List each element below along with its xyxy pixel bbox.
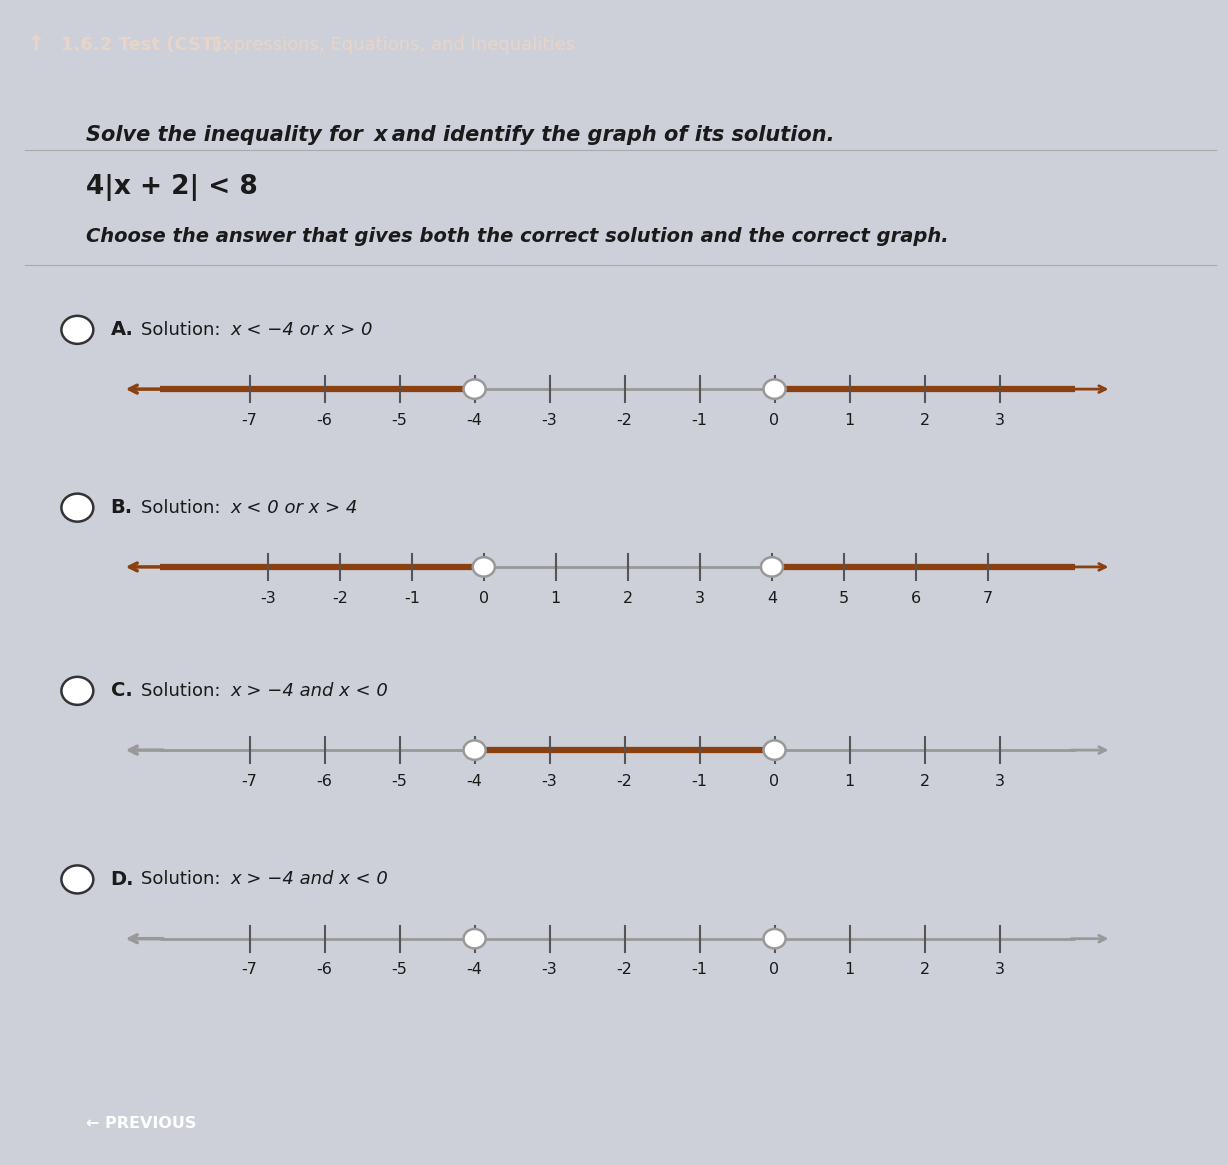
Circle shape bbox=[764, 380, 786, 398]
Text: x > −4 and x < 0: x > −4 and x < 0 bbox=[231, 682, 389, 700]
Text: 2: 2 bbox=[920, 412, 930, 428]
Text: -3: -3 bbox=[542, 774, 558, 789]
Text: Solution:: Solution: bbox=[141, 499, 226, 516]
Text: 1: 1 bbox=[845, 774, 855, 789]
Text: A.: A. bbox=[111, 320, 134, 339]
Circle shape bbox=[463, 929, 485, 948]
Text: 7: 7 bbox=[982, 591, 993, 606]
Circle shape bbox=[61, 866, 93, 894]
Circle shape bbox=[463, 380, 485, 398]
Text: 1.6.2 Test (CST):: 1.6.2 Test (CST): bbox=[61, 36, 230, 55]
Text: -3: -3 bbox=[260, 591, 275, 606]
Circle shape bbox=[61, 494, 93, 522]
Circle shape bbox=[764, 741, 786, 760]
Text: 0: 0 bbox=[479, 591, 489, 606]
Text: -2: -2 bbox=[616, 774, 632, 789]
Text: ↑: ↑ bbox=[27, 35, 45, 56]
Text: 0: 0 bbox=[770, 774, 780, 789]
Text: 4|x + 2| < 8: 4|x + 2| < 8 bbox=[86, 174, 258, 200]
Text: C.: C. bbox=[111, 682, 133, 700]
Text: x < 0 or x > 4: x < 0 or x > 4 bbox=[231, 499, 359, 516]
Text: B.: B. bbox=[111, 499, 133, 517]
Circle shape bbox=[764, 929, 786, 948]
Text: -6: -6 bbox=[317, 412, 333, 428]
Text: -2: -2 bbox=[616, 412, 632, 428]
Text: -4: -4 bbox=[467, 774, 483, 789]
Text: 2: 2 bbox=[920, 962, 930, 977]
Text: -1: -1 bbox=[691, 962, 707, 977]
Text: 1: 1 bbox=[550, 591, 561, 606]
Text: -4: -4 bbox=[467, 412, 483, 428]
Text: -2: -2 bbox=[616, 962, 632, 977]
Text: Solution:: Solution: bbox=[141, 870, 226, 889]
Circle shape bbox=[473, 557, 495, 577]
Text: -3: -3 bbox=[542, 412, 558, 428]
Text: Solve the inequality for  x and identify the graph of its solution.: Solve the inequality for x and identify … bbox=[86, 125, 835, 146]
Text: -1: -1 bbox=[691, 412, 707, 428]
Text: 4: 4 bbox=[766, 591, 777, 606]
Text: Solution:: Solution: bbox=[141, 682, 226, 700]
Text: -7: -7 bbox=[242, 962, 258, 977]
Text: 3: 3 bbox=[695, 591, 705, 606]
Text: 5: 5 bbox=[839, 591, 849, 606]
Text: -6: -6 bbox=[317, 962, 333, 977]
Text: -4: -4 bbox=[467, 962, 483, 977]
Text: -5: -5 bbox=[392, 962, 408, 977]
Text: 3: 3 bbox=[995, 412, 1005, 428]
Text: -5: -5 bbox=[392, 774, 408, 789]
Circle shape bbox=[61, 316, 93, 344]
Text: Choose the answer that gives both the correct solution and the correct graph.: Choose the answer that gives both the co… bbox=[86, 227, 948, 247]
Text: -7: -7 bbox=[242, 774, 258, 789]
Text: ← PREVIOUS: ← PREVIOUS bbox=[86, 1116, 196, 1130]
Text: D.: D. bbox=[111, 870, 134, 889]
Text: Solution:: Solution: bbox=[141, 320, 226, 339]
Text: -6: -6 bbox=[317, 774, 333, 789]
Text: 3: 3 bbox=[995, 774, 1005, 789]
Text: -7: -7 bbox=[242, 412, 258, 428]
Text: x < −4 or x > 0: x < −4 or x > 0 bbox=[231, 320, 373, 339]
Text: 2: 2 bbox=[623, 591, 632, 606]
Text: -1: -1 bbox=[404, 591, 420, 606]
Text: 0: 0 bbox=[770, 962, 780, 977]
Text: 0: 0 bbox=[770, 412, 780, 428]
Circle shape bbox=[61, 677, 93, 705]
Circle shape bbox=[761, 557, 783, 577]
Text: 3: 3 bbox=[995, 962, 1005, 977]
Text: -2: -2 bbox=[332, 591, 348, 606]
Text: -1: -1 bbox=[691, 774, 707, 789]
Circle shape bbox=[463, 741, 485, 760]
Text: Expressions, Equations, and Inequalities: Expressions, Equations, and Inequalities bbox=[206, 36, 576, 55]
Text: x > −4 and x < 0: x > −4 and x < 0 bbox=[231, 870, 389, 889]
Text: 1: 1 bbox=[845, 412, 855, 428]
Text: 1: 1 bbox=[845, 962, 855, 977]
Text: -5: -5 bbox=[392, 412, 408, 428]
Text: 2: 2 bbox=[920, 774, 930, 789]
Text: 6: 6 bbox=[911, 591, 921, 606]
Text: -3: -3 bbox=[542, 962, 558, 977]
